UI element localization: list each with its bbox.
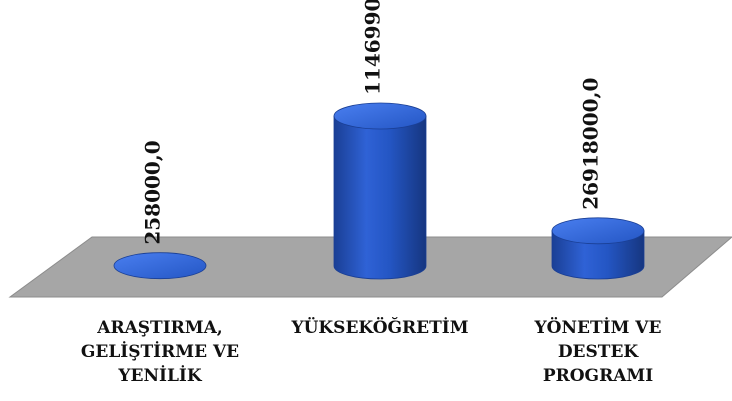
bar-0 — [113, 252, 207, 280]
bar-1 — [333, 102, 427, 280]
category-label-line: GELİŞTİRME VE — [80, 342, 240, 362]
category-label-line: PROGRAMI — [542, 366, 654, 386]
bar-top-2 — [551, 217, 645, 245]
bar-top-1 — [333, 102, 427, 130]
data-label-0: 258000,0 — [141, 140, 165, 244]
bar-body-2 — [551, 230, 645, 280]
category-label-line: YÜKSEKÖĞRETİM — [291, 318, 469, 338]
bar-body-1 — [333, 115, 427, 280]
category-label-line: YÖNETİM VE — [534, 318, 662, 338]
category-label-line: ARAŞTIRMA, — [97, 318, 223, 338]
bars-group — [113, 102, 645, 280]
bar-top-0 — [113, 252, 207, 280]
data-label-1: 114699000,0 — [361, 0, 385, 95]
category-label-0: ARAŞTIRMA, GELİŞTİRME VE YENİLİK — [60, 316, 260, 388]
bar-2 — [551, 217, 645, 280]
category-label-line: DESTEK — [557, 342, 639, 362]
category-label-2: YÖNETİM VE DESTEK PROGRAMI — [498, 316, 698, 388]
category-label-line: YENİLİK — [118, 366, 202, 386]
data-labels-group: 258000,0 114699000,0 26918000,0 — [141, 0, 603, 245]
category-label-1: YÜKSEKÖĞRETİM — [280, 316, 480, 340]
data-label-2: 26918000,0 — [579, 78, 603, 210]
